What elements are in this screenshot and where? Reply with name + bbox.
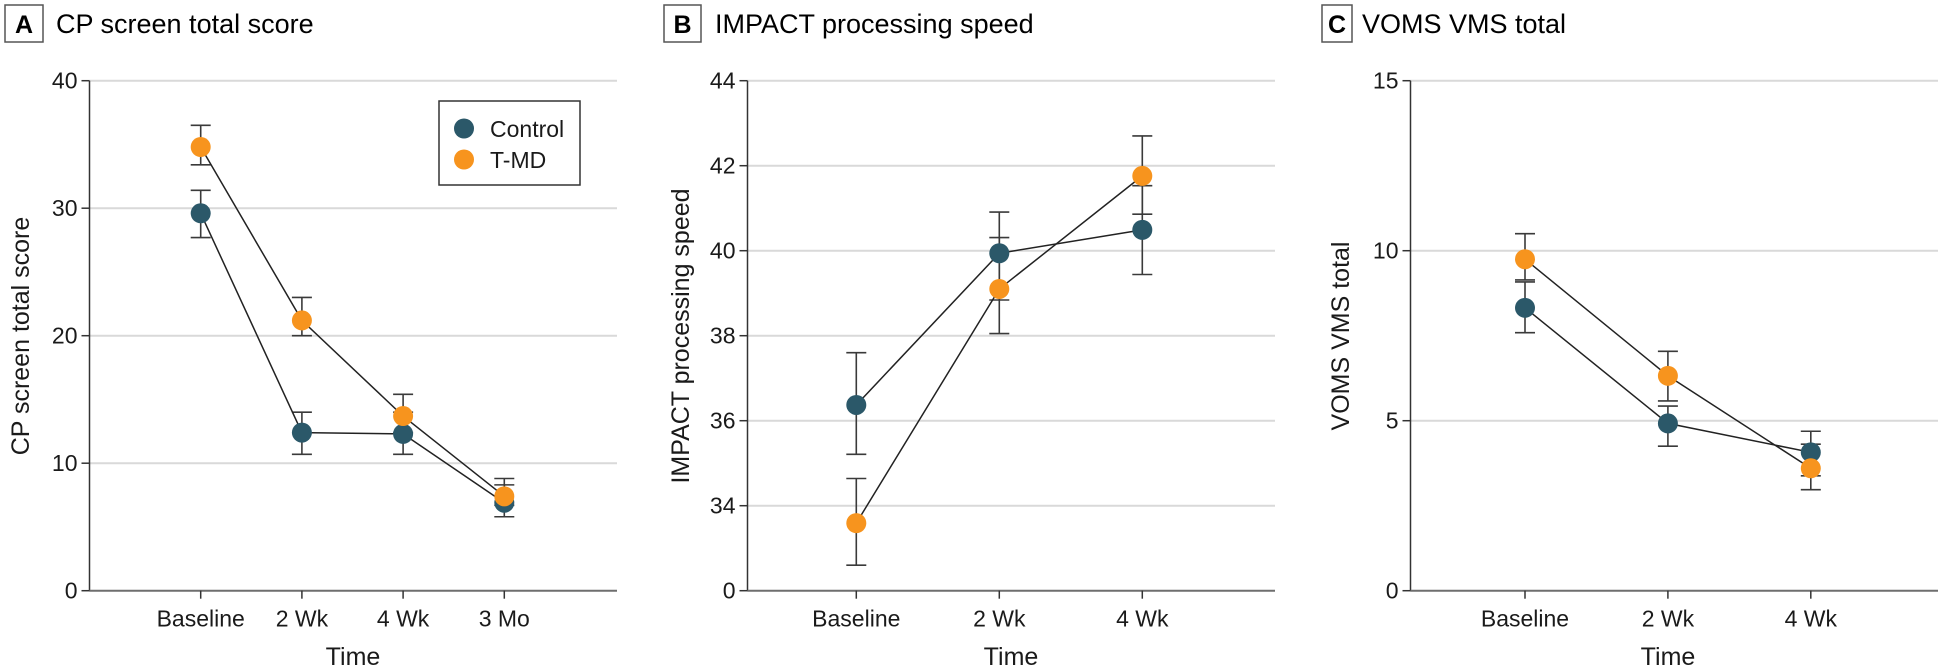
panel-letter-box	[663, 4, 702, 43]
legend: Control T-MD	[438, 100, 581, 186]
x-tick-label: Baseline	[157, 606, 245, 632]
x-axis-title: Time	[984, 643, 1039, 671]
data-point-control	[190, 203, 211, 224]
data-point-t-md	[291, 310, 312, 331]
legend-label-control: Control	[490, 116, 564, 142]
y-tick-label: 0	[65, 578, 78, 604]
x-tick-label: 2 Wk	[1642, 606, 1695, 632]
data-point-control	[846, 394, 867, 415]
y-tick-label: 0	[1386, 578, 1399, 604]
panel-a: A CP screen total score 0 10 20 30 40 Baselin…	[4, 4, 617, 671]
plot-area: 0 34 36 38 40 42 44 Baseline 2 Wk 4 Wk	[710, 68, 1275, 632]
x-tick-label: 4 Wk	[377, 606, 430, 632]
legend-box	[438, 100, 581, 186]
y-tick-label: 38	[710, 323, 736, 349]
data-point-control	[393, 423, 414, 444]
y-tick-label: 30	[52, 195, 78, 221]
panel-letter: A	[15, 11, 33, 39]
y-tick-label: 44	[710, 68, 736, 94]
x-tick-label: Baseline	[812, 606, 900, 632]
y-tick-label: 10	[1373, 238, 1399, 264]
data-point-t-md	[393, 406, 414, 427]
y-tick-label: 5	[1386, 408, 1399, 434]
data-point-t-md	[190, 137, 211, 157]
data-point-control	[291, 422, 312, 443]
plot-area: 0 10 20 30 40 Baseline 2 Wk 4 Wk 3 Mo	[52, 68, 617, 632]
data-point-t-md	[1657, 365, 1678, 386]
y-tick-label: 15	[1373, 68, 1399, 94]
data-point-t-md	[1800, 458, 1821, 479]
data-point-control	[1515, 297, 1535, 318]
panel-letter: C	[1328, 11, 1346, 39]
legend-label-tmd: T-MD	[490, 147, 546, 173]
x-tick-label: 3 Mo	[479, 606, 530, 632]
x-axis-title: Time	[1641, 643, 1696, 671]
panel-letter-box	[1321, 4, 1353, 43]
x-tick-label: 2 Wk	[973, 606, 1026, 632]
y-axis-title: IMPACT processing speed	[667, 188, 695, 483]
data-point-control	[1657, 413, 1678, 434]
legend-marker-control	[454, 118, 474, 139]
x-tick-label: 4 Wk	[1116, 606, 1169, 632]
plot-area: 0 5 10 15 Baseline 2 Wk 4 Wk	[1373, 68, 1938, 632]
panel-letter: B	[673, 11, 691, 39]
panel-letter-box	[4, 4, 44, 43]
data-point-t-md	[846, 513, 867, 534]
y-tick-label: 42	[710, 153, 736, 179]
series-line-control	[200, 212, 505, 504]
y-axis-title: CP screen total score	[7, 217, 35, 456]
data-point-t-md	[1132, 165, 1153, 186]
data-point-t-md	[989, 278, 1010, 299]
data-point-control	[1132, 219, 1153, 240]
series-line-t-md	[200, 146, 505, 497]
panel-title: VOMS VMS total	[1362, 9, 1566, 39]
x-tick-label: 4 Wk	[1785, 606, 1838, 632]
y-tick-label: 40	[710, 238, 736, 264]
panel-title: CP screen total score	[56, 9, 314, 39]
y-tick-label: 34	[710, 493, 736, 519]
legend-marker-tmd	[454, 149, 474, 170]
data-point-t-md	[494, 486, 515, 507]
panel-b: B IMPACT processing speed 0 34 36 38 40 42 44 B…	[663, 4, 1275, 671]
data-point-control	[989, 243, 1010, 264]
y-axis-title: VOMS VMS total	[1327, 242, 1355, 431]
y-tick-label: 36	[710, 408, 736, 434]
y-tick-label: 10	[52, 450, 78, 476]
data-point-control	[1800, 442, 1821, 463]
data-point-t-md	[1515, 249, 1535, 270]
y-tick-label: 20	[52, 323, 78, 349]
x-tick-label: 2 Wk	[276, 606, 329, 632]
x-tick-label: Baseline	[1481, 606, 1569, 632]
x-axis-title: Time	[326, 643, 381, 671]
y-tick-label: 40	[52, 68, 78, 94]
y-tick-label: 0	[723, 578, 736, 604]
panel-title: IMPACT processing speed	[715, 9, 1034, 39]
